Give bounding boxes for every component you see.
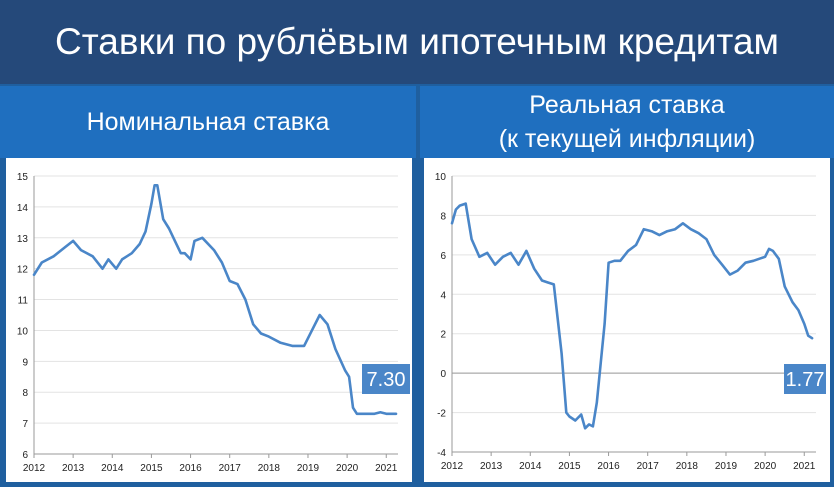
nominal-rate-chart-panel: 6 7 8 9 10 11 12 13 14 15 2012 2013 2014 2015 2016 2017… — [6, 158, 412, 482]
real-rate-chart: -4 -2 0 2 4 6 8 10 2012 2013 2014 2015 2016 2017 2018 2… — [435, 172, 826, 472]
y-tick-label: 0 — [440, 369, 446, 380]
x-tick-label: 2020 — [336, 463, 359, 474]
series-line — [450, 202, 814, 430]
left-panel-heading: Номинальная ставка — [0, 86, 416, 158]
end-value-label-box — [784, 364, 826, 394]
y-tick-label: 4 — [440, 290, 446, 301]
y-tick-label: -2 — [437, 409, 446, 420]
y-tick-label: 13 — [17, 234, 29, 245]
y-tick-label: 6 — [22, 450, 28, 461]
x-tick-label: 2014 — [101, 463, 124, 474]
x-tick-label: 2013 — [480, 461, 503, 472]
end-value-label: 1.77 — [786, 369, 825, 391]
slide-title: Ставки по рублёвым ипотечным кредитам — [0, 0, 834, 84]
nominal-rate-chart: 6 7 8 9 10 11 12 13 14 15 2012 2013 2014 2015 2016 2017… — [17, 172, 410, 474]
y-tick-label: 2 — [440, 330, 446, 341]
x-tick-label: 2017 — [219, 463, 242, 474]
right-heading-line1: Реальная ставка — [529, 91, 725, 119]
y-tick-label: 9 — [22, 357, 28, 368]
end-value-label: 7.30 — [367, 369, 406, 391]
y-tick-label: -4 — [437, 448, 446, 459]
x-tick-label: 2019 — [715, 461, 738, 472]
series-line — [32, 183, 398, 416]
x-tick-label: 2021 — [793, 461, 816, 472]
end-value-label-box — [362, 364, 410, 394]
right-panel-heading: Реальная ставка (к текущей инфляции) — [420, 86, 834, 158]
x-tick-label: 2012 — [23, 463, 46, 474]
x-tick-label: 2016 — [179, 463, 202, 474]
y-tick-label: 15 — [17, 172, 29, 183]
y-tick-label: 11 — [18, 296, 29, 307]
x-tick-label: 2020 — [754, 461, 777, 472]
x-tick-label: 2015 — [140, 463, 163, 474]
x-tick-label: 2021 — [375, 463, 398, 474]
x-tick-label: 2019 — [297, 463, 320, 474]
y-tick-label: 10 — [435, 172, 447, 183]
x-tick-label: 2018 — [258, 463, 281, 474]
y-tick-label: 10 — [17, 326, 29, 337]
x-tick-label: 2014 — [519, 461, 542, 472]
y-tick-label: 12 — [17, 265, 29, 276]
left-heading-text: Номинальная ставка — [86, 108, 330, 136]
x-tick-label: 2012 — [441, 461, 464, 472]
x-tick-label: 2017 — [637, 461, 660, 472]
y-tick-label: 8 — [22, 388, 28, 399]
x-tick-label: 2018 — [676, 461, 699, 472]
y-tick-label: 8 — [440, 211, 446, 222]
x-tick-label: 2016 — [597, 461, 620, 472]
x-tick-label: 2015 — [558, 461, 581, 472]
y-tick-label: 7 — [22, 419, 28, 430]
y-tick-label: 6 — [440, 251, 446, 262]
right-heading-line2: (к текущей инфляции) — [498, 125, 756, 153]
x-tick-label: 2013 — [62, 463, 85, 474]
real-rate-chart-panel: -4 -2 0 2 4 6 8 10 2012 2013 2014 2015 2016 2017 2018 2… — [424, 158, 830, 482]
y-tick-label: 14 — [17, 203, 29, 214]
